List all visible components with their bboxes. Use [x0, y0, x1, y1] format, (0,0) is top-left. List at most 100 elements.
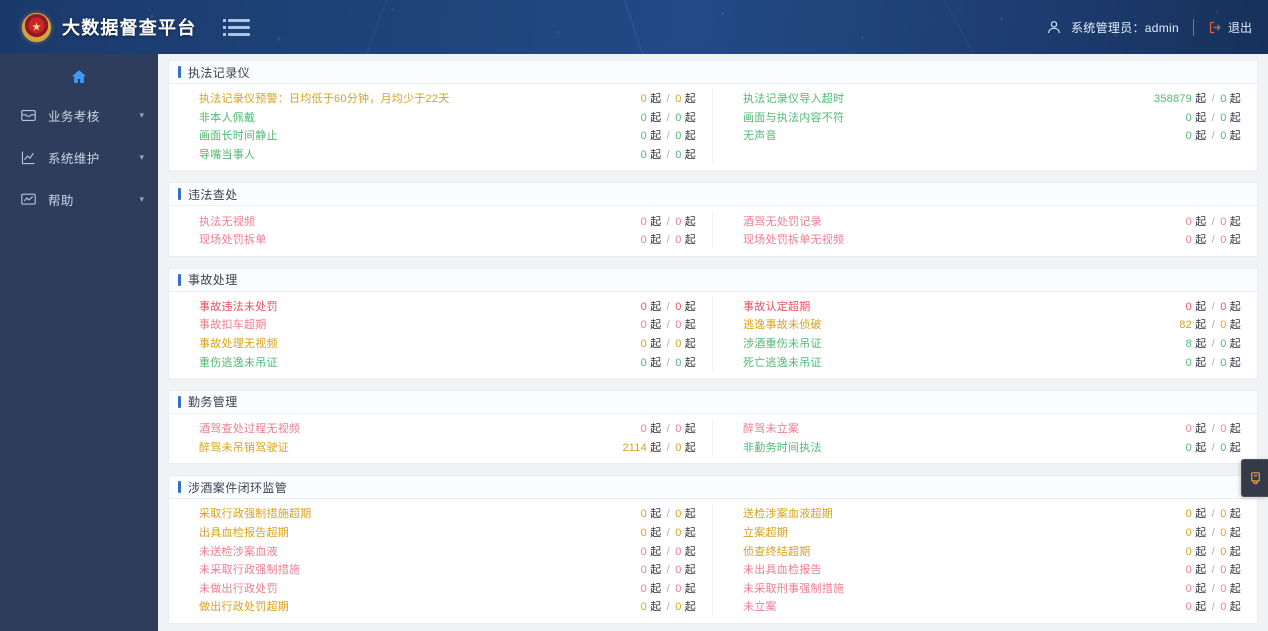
metric-unit: 起 [1195, 508, 1207, 521]
metric-unit: 起 [1195, 545, 1207, 558]
metric-label[interactable]: 现场处罚拆单无视频 [743, 234, 845, 247]
metric-unit: 起 [650, 441, 662, 454]
metric-label[interactable]: 无声音 [743, 130, 777, 143]
metric-value-primary: 0 [640, 319, 647, 332]
metric-value-primary: 0 [640, 582, 647, 595]
metric-value-primary: 2114 [622, 441, 647, 454]
metric-value-primary: 0 [640, 564, 647, 577]
metric-label[interactable]: 未送检涉案血液 [199, 545, 278, 558]
metric-value: 0 起 / 0 起 [1186, 598, 1241, 614]
metric-label[interactable]: 涉酒重伤未吊证 [743, 338, 822, 351]
metric-label[interactable]: 未立案 [743, 601, 777, 614]
metric-label[interactable]: 事故违法未处罚 [199, 300, 278, 313]
metric-separator: / [1211, 130, 1215, 143]
metric-label[interactable]: 画面与执法内容不符 [743, 111, 845, 124]
metric-unit: 起 [1195, 111, 1207, 124]
metric-value: 0 起 / 0 起 [1186, 298, 1241, 314]
list-menu-icon[interactable] [223, 18, 251, 36]
user-icon [1046, 19, 1062, 35]
main-content: 执法记录仪 执法记录仪预警：日均低于60分钟，月均少于22天 0 起 / 0 起非本… [158, 54, 1268, 631]
metric-value-primary: 0 [1185, 441, 1192, 454]
metric-label[interactable]: 酒驾无处罚记录 [743, 215, 822, 228]
metric-value: 0 起 / 0 起 [641, 146, 696, 162]
metric-separator: / [666, 582, 670, 595]
metric-value: 0 起 / 0 起 [1186, 231, 1241, 247]
metric-label[interactable]: 事故扣车超期 [199, 319, 267, 332]
metric-label[interactable]: 出具血检报告超期 [199, 527, 289, 540]
metric-label[interactable]: 未做出行政处罚 [199, 582, 278, 595]
metric-value-secondary: 0 [1220, 545, 1227, 558]
metric-label[interactable]: 逃逸事故未侦破 [743, 319, 822, 332]
logout-button[interactable]: 退出 [1208, 19, 1252, 36]
metric-label[interactable]: 事故处理无视频 [199, 338, 278, 351]
metric-value-secondary: 0 [1220, 300, 1227, 313]
metric-label[interactable]: 采取行政强制措施超期 [199, 508, 312, 521]
metric-separator: / [666, 441, 670, 454]
metric-unit: 起 [1195, 441, 1207, 454]
section-header: 违法查处 [169, 183, 1257, 207]
metric-value: 0 起 / 0 起 [641, 354, 696, 370]
metric-value: 0 起 / 0 起 [1186, 420, 1241, 436]
metric-label[interactable]: 醉驾未吊销驾驶证 [199, 441, 289, 454]
metric-unit: 起 [650, 338, 662, 351]
metric-value-secondary: 0 [1220, 441, 1227, 454]
metric-separator: / [666, 356, 670, 369]
usb-device-widget[interactable] [1241, 459, 1268, 497]
metric-label[interactable]: 非勤务时间执法 [743, 441, 822, 454]
metric-value-primary: 0 [1185, 564, 1192, 577]
metric-value-primary: 0 [640, 111, 647, 124]
sidebar-item-help[interactable]: 帮助 ▾ [0, 178, 158, 220]
metric-unit: 起 [684, 441, 696, 454]
app-title: 大数据督查平台 [62, 18, 197, 38]
sidebar-item-system-maintenance[interactable]: 系统维护 ▾ [0, 136, 158, 178]
metric-separator: / [666, 149, 670, 162]
metric-label[interactable]: 做出行政处罚超期 [199, 601, 289, 614]
metric-separator: / [1211, 338, 1215, 351]
metric-unit: 起 [1195, 93, 1207, 106]
metric-label[interactable]: 画面长时间静止 [199, 130, 278, 143]
metric-row: 逃逸事故未侦破 82 起 / 0 起 [743, 315, 1241, 334]
metric-label[interactable]: 送检涉案血液超期 [743, 508, 833, 521]
metric-value-secondary: 0 [675, 423, 682, 436]
metric-label[interactable]: 未出具血检报告 [743, 564, 822, 577]
metric-unit: 起 [1195, 300, 1207, 313]
metric-label[interactable]: 现场处罚拆单 [199, 234, 267, 247]
metric-label[interactable]: 未采取刑事强制措施 [743, 582, 845, 595]
section-column-left: 执法记录仪预警：日均低于60分钟，月均少于22天 0 起 / 0 起非本人佩戴 0 … [169, 89, 713, 164]
metric-unit: 起 [650, 300, 662, 313]
section-column-right: 事故认定超期 0 起 / 0 起逃逸事故未侦破 82 起 / 0 起涉酒重伤未吊证 8… [713, 297, 1257, 371]
metric-label[interactable]: 执法记录仪导入超时 [743, 93, 845, 106]
section-title: 涉酒案件闭环监管 [188, 480, 288, 495]
metric-row: 涉酒重伤未吊证 8 起 / 0 起 [743, 334, 1241, 353]
metric-label[interactable]: 酒驾查处过程无视频 [199, 423, 301, 436]
metric-label[interactable]: 执法无视频 [199, 215, 256, 228]
metric-value-secondary: 0 [675, 93, 682, 106]
metric-label[interactable]: 重伤逃逸未吊证 [199, 356, 278, 369]
metric-label[interactable]: 死亡逃逸未吊证 [743, 356, 822, 369]
metric-label[interactable]: 醉驾未立案 [743, 423, 800, 436]
metric-label[interactable]: 非本人佩戴 [199, 111, 256, 124]
metric-value-primary: 0 [640, 149, 647, 162]
metric-separator: / [1211, 582, 1215, 595]
sidebar-item-business-assessment[interactable]: 业务考核 ▾ [0, 94, 158, 136]
metric-label[interactable]: 立案超期 [743, 527, 788, 540]
metric-row: 事故扣车超期 0 起 / 0 起 [199, 315, 696, 334]
metric-label[interactable]: 导嘴当事人 [199, 149, 256, 162]
metric-label[interactable]: 未采取行政强制措施 [199, 564, 301, 577]
metric-unit: 起 [1195, 601, 1207, 614]
metric-label[interactable]: 执法记录仪预警：日均低于60分钟，月均少于22天 [199, 93, 450, 106]
metric-separator: / [666, 93, 670, 106]
metric-value-secondary: 0 [675, 111, 682, 124]
section-panel: 涉酒案件闭环监管 采取行政强制措施超期 0 起 / 0 起出具血检报告超期 0 起 /… [168, 475, 1258, 624]
metric-row: 非本人佩戴 0 起 / 0 起 [199, 108, 696, 127]
metric-value: 0 起 / 0 起 [641, 598, 696, 614]
metric-row: 事故认定超期 0 起 / 0 起 [743, 297, 1241, 316]
metric-value: 0 起 / 0 起 [641, 316, 696, 332]
metric-value-primary: 0 [640, 508, 647, 521]
sidebar-item-home[interactable] [0, 60, 158, 94]
metric-label[interactable]: 事故认定超期 [743, 300, 811, 313]
metric-value: 0 起 / 0 起 [641, 90, 696, 106]
metric-label[interactable]: 侦查终结超期 [743, 545, 811, 558]
metric-value-secondary: 0 [675, 441, 682, 454]
section-column-right: 酒驾无处罚记录 0 起 / 0 起现场处罚拆单无视频 0 起 / 0 起 [713, 211, 1257, 248]
